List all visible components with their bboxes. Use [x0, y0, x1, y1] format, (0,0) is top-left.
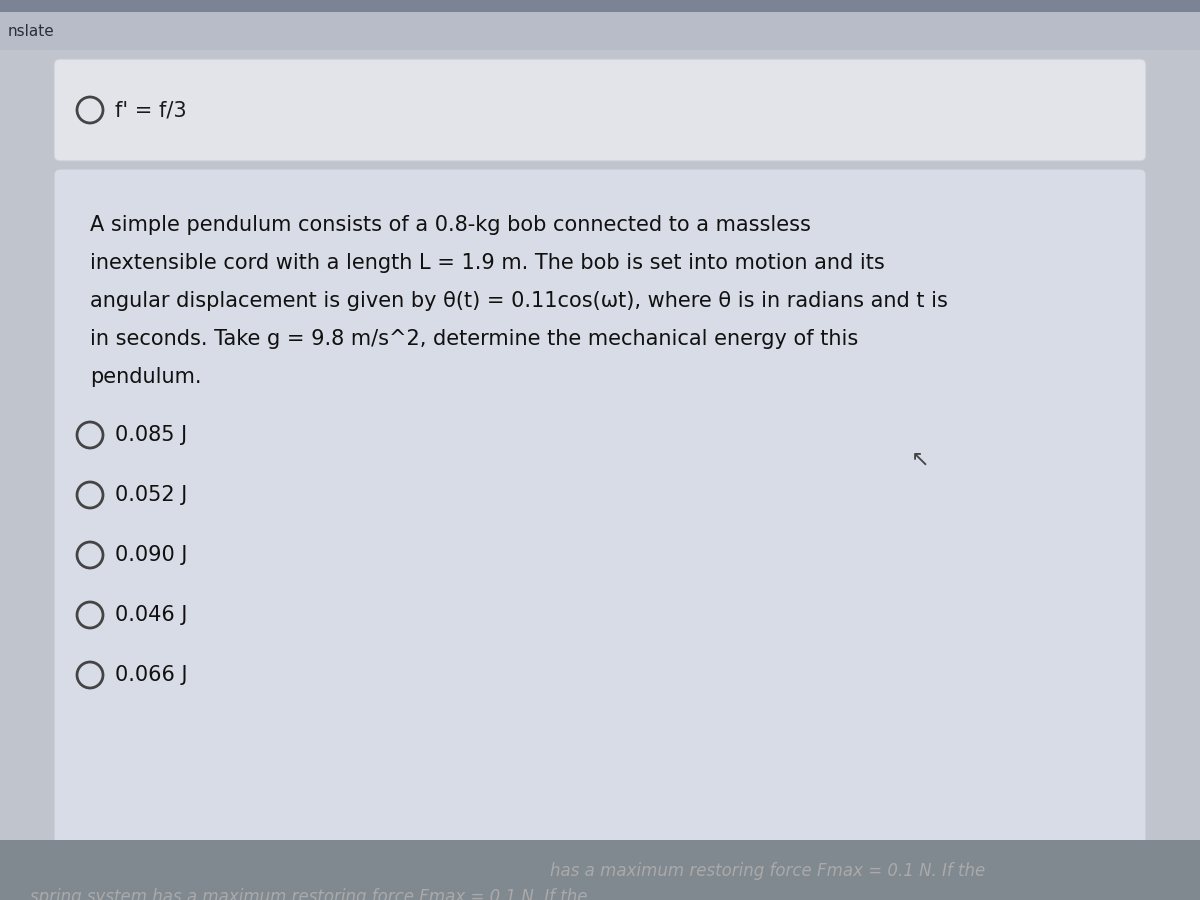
Text: 0.085 J: 0.085 J — [115, 425, 187, 445]
Text: in seconds. Take g = 9.8 m/s^2, determine the mechanical energy of this: in seconds. Take g = 9.8 m/s^2, determin… — [90, 329, 858, 349]
Bar — [0, 12, 1200, 50]
Text: ↖: ↖ — [911, 450, 929, 470]
Text: spring system has a maximum restoring force Fmax = 0.1 N. If the: spring system has a maximum restoring fo… — [30, 888, 588, 900]
Text: A simple pendulum consists of a 0.8-kg bob connected to a massless: A simple pendulum consists of a 0.8-kg b… — [90, 215, 811, 235]
Bar — [0, 0, 1200, 12]
Text: angular displacement is given by θ(t) = 0.11cos(ωt), where θ is in radians and t: angular displacement is given by θ(t) = … — [90, 291, 948, 311]
FancyBboxPatch shape — [54, 169, 1146, 856]
Text: 0.052 J: 0.052 J — [115, 485, 187, 505]
Text: has a maximum restoring force Fmax = 0.1 N. If the: has a maximum restoring force Fmax = 0.1… — [550, 862, 985, 880]
Text: f' = f/3: f' = f/3 — [115, 100, 187, 120]
FancyBboxPatch shape — [54, 59, 1146, 161]
Text: inextensible cord with a length L = 1.9 m. The bob is set into motion and its: inextensible cord with a length L = 1.9 … — [90, 253, 884, 273]
Text: nslate: nslate — [8, 23, 55, 39]
Text: 0.090 J: 0.090 J — [115, 545, 187, 565]
Bar — [0, 840, 1200, 900]
Text: 0.046 J: 0.046 J — [115, 605, 187, 625]
Text: pendulum.: pendulum. — [90, 367, 202, 387]
Text: 0.066 J: 0.066 J — [115, 665, 187, 685]
